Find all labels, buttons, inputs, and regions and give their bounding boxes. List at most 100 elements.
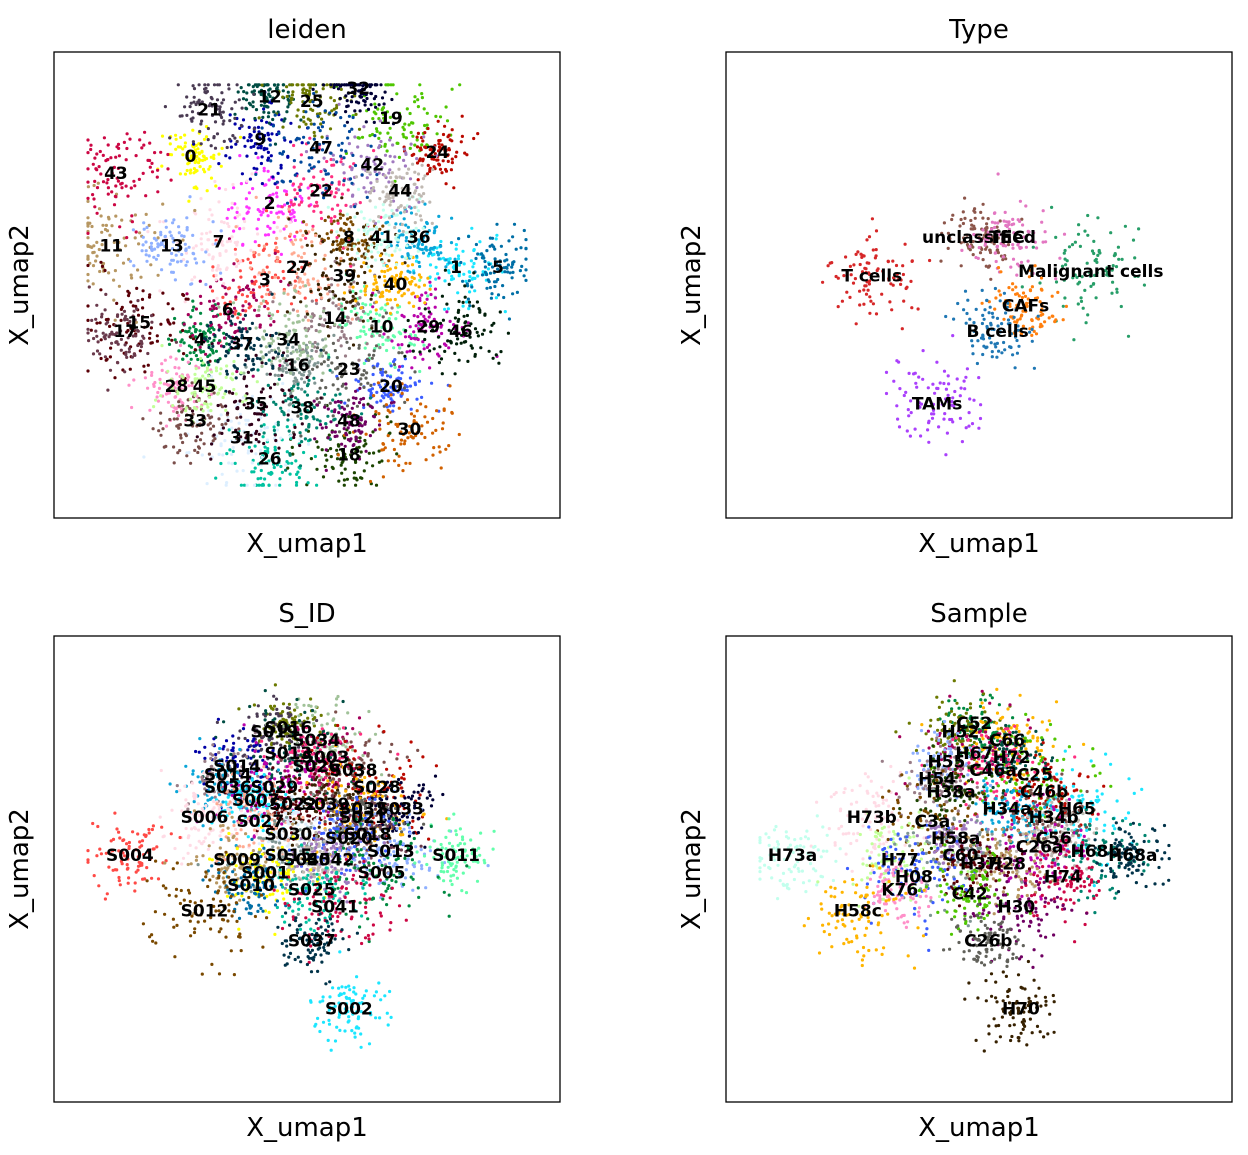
data-point xyxy=(238,227,242,231)
data-point xyxy=(903,242,907,246)
data-point xyxy=(422,192,426,196)
data-point xyxy=(213,359,218,363)
data-point xyxy=(217,200,221,204)
data-point xyxy=(274,191,279,195)
data-point xyxy=(146,351,150,356)
data-point xyxy=(394,317,398,321)
data-point xyxy=(450,261,454,265)
data-point xyxy=(424,458,428,462)
data-point xyxy=(129,186,133,190)
data-point xyxy=(437,276,441,280)
data-point xyxy=(177,349,181,353)
data-point xyxy=(235,406,239,411)
data-point xyxy=(94,317,98,321)
data-point xyxy=(155,339,159,343)
data-point xyxy=(865,261,869,265)
data-point xyxy=(362,228,366,233)
data-point xyxy=(308,438,312,442)
data-point xyxy=(324,351,328,355)
data-point xyxy=(366,312,370,316)
data-point xyxy=(271,175,275,179)
data-point xyxy=(445,119,450,123)
data-point xyxy=(267,121,271,125)
data-point xyxy=(156,190,160,194)
data-point xyxy=(280,152,284,156)
data-point xyxy=(243,219,247,224)
data-point xyxy=(213,179,217,184)
data-point xyxy=(133,213,137,217)
data-point xyxy=(232,387,236,392)
data-point xyxy=(132,378,136,382)
data-point xyxy=(324,422,328,426)
data-point xyxy=(1109,231,1113,235)
data-point xyxy=(255,167,259,171)
data-point xyxy=(315,426,319,430)
data-point xyxy=(276,276,280,280)
cluster-label: 6 xyxy=(222,301,234,321)
data-point xyxy=(422,347,426,351)
data-point xyxy=(328,401,332,405)
data-point xyxy=(318,314,322,318)
data-point xyxy=(295,309,300,313)
data-point xyxy=(447,444,451,448)
data-point xyxy=(496,277,500,282)
data-point xyxy=(428,349,432,353)
data-point xyxy=(349,321,353,325)
data-point xyxy=(413,95,417,99)
data-point xyxy=(207,253,211,257)
data-point xyxy=(335,235,339,240)
cluster-label: 8 xyxy=(343,228,355,248)
data-point xyxy=(97,165,101,169)
data-point xyxy=(1116,245,1120,249)
data-point xyxy=(420,185,424,189)
data-point xyxy=(172,218,176,222)
data-point xyxy=(285,310,289,314)
data-point xyxy=(1072,338,1076,342)
data-point xyxy=(292,384,296,388)
data-point xyxy=(138,138,142,142)
data-point xyxy=(143,370,147,374)
data-point xyxy=(904,286,908,291)
data-point xyxy=(496,293,501,297)
data-point xyxy=(303,284,308,288)
data-point xyxy=(252,470,256,474)
data-point xyxy=(173,338,177,342)
data-point xyxy=(323,109,327,113)
data-point xyxy=(468,270,472,274)
data-point xyxy=(181,147,185,151)
data-point xyxy=(156,168,160,172)
data-point xyxy=(275,225,279,229)
data-point xyxy=(278,483,282,487)
data-point xyxy=(1115,287,1119,291)
data-point xyxy=(266,233,271,237)
data-point xyxy=(494,353,498,357)
data-point xyxy=(307,83,311,87)
data-point xyxy=(256,477,260,481)
data-point xyxy=(349,258,353,262)
cluster-label: 12 xyxy=(258,88,282,108)
data-point xyxy=(199,405,203,409)
data-point xyxy=(247,302,251,306)
data-point xyxy=(246,210,250,214)
data-point xyxy=(482,328,486,332)
data-point xyxy=(140,146,144,150)
data-point xyxy=(99,288,103,292)
data-point xyxy=(272,230,276,234)
data-point xyxy=(281,212,285,216)
data-point xyxy=(233,136,237,140)
data-point xyxy=(98,352,102,356)
data-point xyxy=(317,323,321,327)
data-point xyxy=(971,253,975,257)
data-point xyxy=(522,228,526,233)
data-point xyxy=(293,279,297,283)
data-point xyxy=(397,454,401,458)
data-point xyxy=(310,299,314,303)
data-point xyxy=(209,370,214,374)
panel-title: leiden xyxy=(267,15,346,45)
data-point xyxy=(264,299,268,304)
data-point xyxy=(374,312,379,316)
data-point xyxy=(152,405,156,409)
data-point xyxy=(891,259,895,263)
data-point xyxy=(334,191,338,195)
data-point xyxy=(320,117,324,121)
